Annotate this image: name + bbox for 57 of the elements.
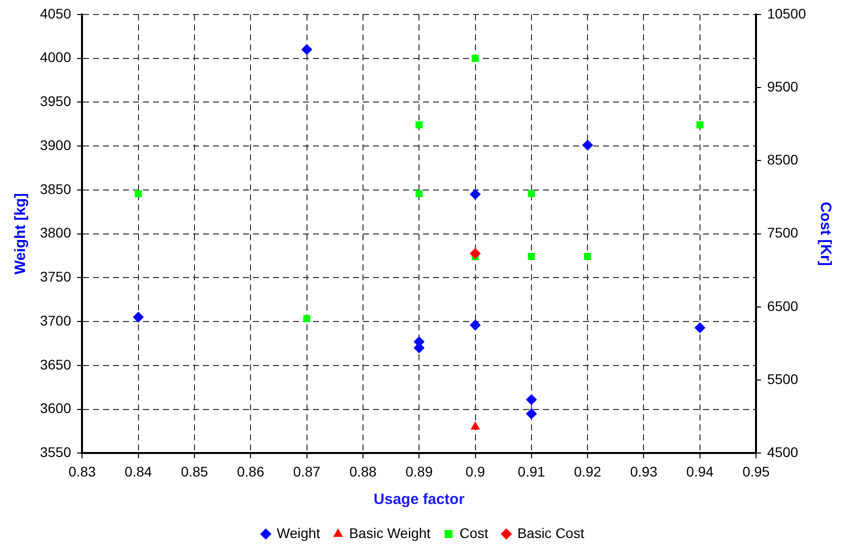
- y-tick-label: 3650: [40, 356, 72, 372]
- legend-label: Basic Weight: [349, 524, 431, 541]
- point: [301, 44, 312, 56]
- y2-tick-label: 6500: [767, 298, 798, 314]
- y2-tick-label: 7500: [767, 224, 798, 241]
- x-axis-title: Usage factor: [374, 491, 465, 508]
- y-tick-label: 4050: [40, 5, 72, 22]
- point: [526, 408, 537, 420]
- point: [528, 190, 535, 198]
- point: [416, 190, 423, 198]
- point: [470, 320, 481, 331]
- y-tick-label: 3850: [40, 180, 72, 197]
- point: [132, 312, 144, 323]
- y-tick-label: 3950: [40, 93, 72, 110]
- x-tick-label: 0.86: [237, 463, 264, 480]
- x-tick-label: 0.88: [349, 463, 377, 480]
- y2-tick-label: 9500: [767, 78, 798, 94]
- y-tick-label: 4000: [40, 49, 72, 66]
- x-tick-label: 0.92: [574, 463, 602, 480]
- y-tick-label: 3800: [40, 224, 72, 241]
- point: [134, 190, 142, 198]
- y2-tick-label: 10500: [767, 5, 806, 22]
- point: [470, 188, 481, 200]
- y2-tick-label: 4500: [767, 444, 798, 460]
- point: [470, 421, 480, 430]
- point: [470, 248, 481, 260]
- legend-label: Weight: [276, 524, 320, 541]
- x-tick-label: 0.87: [293, 463, 321, 480]
- y-tick-label: 3900: [40, 136, 72, 153]
- y-tick-label: 3750: [40, 268, 72, 285]
- legend-label: Cost: [460, 524, 488, 541]
- x-tick-label: 0.9: [466, 463, 486, 480]
- point: [303, 315, 310, 322]
- y-tick-label: 3600: [40, 400, 72, 416]
- y2-tick-label: 8500: [767, 152, 798, 168]
- y-axis-title: Weight [kg]: [12, 193, 30, 274]
- y-tick-label: 3550: [40, 444, 72, 460]
- y-tick-label: 3700: [40, 312, 72, 328]
- y2-tick-label: 5500: [767, 370, 798, 387]
- x-tick-label: 0.83: [68, 463, 96, 480]
- x-tick-label: 0.93: [630, 463, 658, 480]
- point: [528, 252, 535, 260]
- point: [584, 252, 592, 260]
- y2-axis-title: Cost [Kr]: [816, 202, 834, 266]
- x-tick-label: 0.89: [405, 463, 433, 480]
- x-tick-label: 0.84: [124, 463, 152, 480]
- point: [472, 54, 479, 62]
- x-tick-label: 0.94: [686, 463, 714, 480]
- point: [416, 121, 423, 128]
- x-tick-label: 0.85: [180, 463, 208, 480]
- x-tick-label: 0.91: [518, 463, 546, 480]
- point: [582, 140, 594, 151]
- x-tick-label: 0.95: [742, 463, 770, 480]
- point: [694, 322, 706, 334]
- point: [696, 121, 704, 128]
- point: [526, 394, 537, 406]
- legend-label: Basic Cost: [517, 524, 584, 541]
